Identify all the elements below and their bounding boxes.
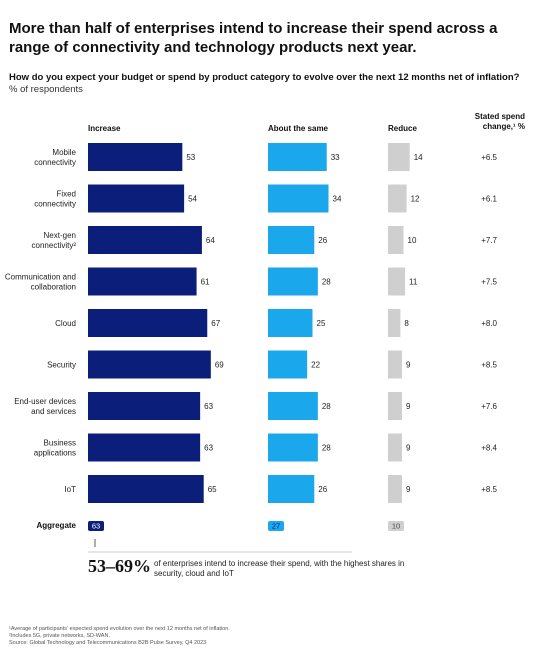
chart-title: More than half of enterprises intend to … bbox=[9, 20, 498, 56]
category-label: Communication and collaboration bbox=[5, 273, 76, 292]
value-label-increase: 61 bbox=[201, 278, 210, 287]
value-label-about-the-same: 26 bbox=[318, 485, 327, 494]
bar-reduce bbox=[388, 309, 401, 337]
bar-reduce bbox=[388, 184, 407, 213]
bar-increase bbox=[88, 184, 185, 213]
bar-reduce bbox=[388, 433, 402, 462]
bar-chart: Mobile connectivity 53 33 14 +6.5 Fixed connect… bbox=[5, 143, 498, 553]
value-label-reduce: 12 bbox=[411, 195, 420, 204]
aggregate-label: Aggregate bbox=[36, 521, 76, 530]
value-label-about-the-same: 28 bbox=[322, 278, 331, 287]
value-label-reduce: 9 bbox=[406, 444, 411, 453]
category-label: IoT bbox=[64, 485, 76, 494]
value-label-about-the-same: 26 bbox=[318, 236, 327, 245]
column-header-stated-spend-change: Stated spend change,¹ % bbox=[474, 112, 525, 131]
value-label-about-the-same: 22 bbox=[311, 361, 320, 370]
value-label-about-the-same: 25 bbox=[317, 319, 326, 328]
callout-number: 53–69% bbox=[88, 556, 151, 576]
category-label: Next-gen connectivity² bbox=[32, 231, 77, 250]
value-label-reduce: 14 bbox=[414, 153, 423, 162]
bar-reduce bbox=[388, 392, 402, 420]
value-label-reduce: 10 bbox=[408, 236, 417, 245]
stated-spend-value: +6.5 bbox=[481, 153, 497, 162]
value-label-reduce: 9 bbox=[406, 485, 411, 494]
category-label: Mobile connectivity bbox=[34, 148, 76, 167]
stated-spend-value: +8.4 bbox=[481, 444, 497, 453]
bar-increase bbox=[88, 350, 211, 379]
bar-about-the-same bbox=[268, 184, 329, 213]
stated-spend-value: +8.5 bbox=[481, 485, 497, 494]
value-label-about-the-same: 28 bbox=[322, 444, 331, 453]
category-label: Cloud bbox=[55, 319, 76, 328]
bar-increase bbox=[88, 143, 183, 171]
value-label-about-the-same: 33 bbox=[331, 153, 340, 162]
survey-question: How do you expect your budget or spend b… bbox=[9, 72, 524, 96]
bar-increase bbox=[88, 226, 202, 254]
column-header-about-the-same: About the same bbox=[268, 124, 329, 133]
bar-reduce bbox=[388, 143, 410, 171]
bar-increase bbox=[88, 392, 201, 420]
footnotes: ¹Average of participants' expected spend… bbox=[9, 626, 524, 647]
value-label-reduce: 11 bbox=[409, 278, 418, 287]
bar-increase bbox=[88, 475, 204, 503]
value-label-increase: 69 bbox=[215, 361, 224, 370]
value-label-reduce: 9 bbox=[406, 402, 411, 411]
footnote-1: ¹Average of participants' expected spend… bbox=[9, 626, 230, 632]
footnote-2: ²Includes 5G, private networks, SD-WAN. bbox=[9, 633, 110, 639]
stated-spend-value: +8.5 bbox=[481, 361, 497, 370]
bar-about-the-same bbox=[268, 226, 315, 254]
bar-reduce bbox=[388, 475, 402, 503]
bar-about-the-same bbox=[268, 392, 318, 420]
bar-increase bbox=[88, 433, 201, 462]
category-label: Fixed connectivity bbox=[34, 190, 76, 209]
bar-reduce bbox=[388, 226, 404, 254]
bar-about-the-same bbox=[268, 433, 318, 462]
value-label-increase: 63 bbox=[204, 402, 213, 411]
bar-about-the-same bbox=[268, 350, 308, 379]
footnote-source: Source: Global Technology and Telecommun… bbox=[9, 640, 207, 646]
value-label-increase: 64 bbox=[206, 236, 215, 245]
value-label-increase: 54 bbox=[188, 195, 197, 204]
stated-spend-value: +7.7 bbox=[481, 236, 497, 245]
stated-spend-value: +6.1 bbox=[481, 195, 497, 204]
bar-about-the-same bbox=[268, 267, 318, 296]
aggregate-badge-about-the-same bbox=[268, 521, 284, 531]
value-label-about-the-same: 28 bbox=[322, 402, 331, 411]
aggregate-value-increase: 63 bbox=[92, 522, 100, 531]
aggregate-value-about-the-same: 27 bbox=[272, 522, 280, 531]
value-label-about-the-same: 34 bbox=[333, 195, 342, 204]
column-header-reduce: Reduce bbox=[388, 124, 417, 133]
value-label-increase: 67 bbox=[211, 319, 220, 328]
stated-spend-value: +7.5 bbox=[481, 278, 497, 287]
question-text: How do you expect your budget or spend b… bbox=[9, 72, 520, 83]
category-label: Business applications bbox=[34, 439, 76, 458]
bar-reduce bbox=[388, 267, 406, 296]
stated-spend-value: +8.0 bbox=[481, 319, 497, 328]
value-label-increase: 65 bbox=[208, 485, 217, 494]
callout-text: of enterprises intend to increase their … bbox=[154, 559, 405, 578]
bar-about-the-same bbox=[268, 475, 315, 503]
bar-increase bbox=[88, 309, 208, 337]
aggregate-badge-increase bbox=[88, 521, 104, 531]
stated-spend-value: +7.6 bbox=[481, 402, 497, 411]
bar-about-the-same bbox=[268, 143, 327, 171]
value-label-reduce: 9 bbox=[406, 361, 411, 370]
value-label-increase: 63 bbox=[204, 444, 213, 453]
value-label-increase: 53 bbox=[186, 153, 195, 162]
question-unit: % of respondents bbox=[9, 84, 83, 95]
category-label: End-user devices and services bbox=[14, 397, 76, 416]
value-label-reduce: 8 bbox=[404, 319, 409, 328]
category-label: Security bbox=[47, 361, 76, 370]
aggregate-badge-reduce bbox=[388, 521, 404, 531]
bar-reduce bbox=[388, 350, 402, 379]
column-header-increase: Increase bbox=[88, 124, 121, 133]
bar-about-the-same bbox=[268, 309, 313, 337]
bar-increase bbox=[88, 267, 197, 296]
aggregate-value-reduce: 10 bbox=[392, 522, 400, 531]
